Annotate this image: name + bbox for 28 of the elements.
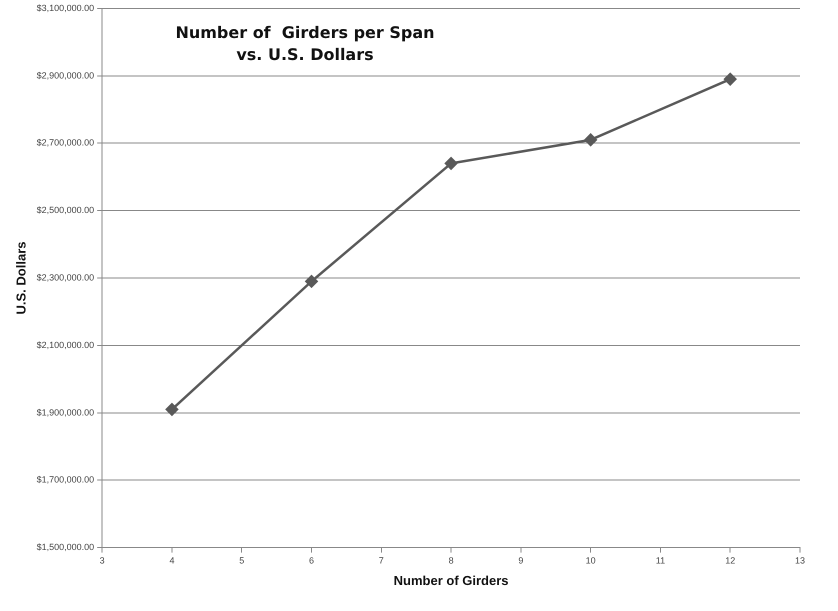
x-tick-label: 4	[169, 555, 174, 566]
x-tick-label: 10	[586, 555, 596, 566]
text: Number of Girders per Span vs. U.S. Dollars	[174, 22, 436, 66]
x-axis-title: Number of Girders	[394, 572, 509, 588]
y-tick-label: $2,100,000.00	[36, 340, 94, 350]
y-tick-label: $2,900,000.00	[36, 70, 94, 80]
point	[444, 157, 458, 170]
y-tick-label: $1,700,000.00	[36, 474, 94, 485]
x-tick-label: 13	[794, 555, 806, 566]
point	[166, 403, 178, 416]
y-tick-label: $2,300,000.00	[36, 272, 94, 282]
x-tick-label: 6	[309, 555, 314, 566]
point	[305, 275, 318, 288]
point	[724, 72, 736, 86]
y-tick-label: $2,700,000.00	[36, 138, 94, 148]
x-tick-label: 11	[656, 555, 666, 566]
y-tick-label: $2,500,000.00	[36, 205, 94, 216]
x-tick-label: 7	[378, 555, 384, 566]
y-tick-label: $1,900,000.00	[36, 407, 94, 418]
y-tick-label: $1,500,000.00	[36, 542, 94, 552]
y-axis-title: U.S. Dollars	[13, 242, 28, 314]
x-tick-label: 12	[725, 555, 736, 566]
y-tick-label: $3,100,000.00	[36, 2, 94, 13]
x-tick-label: 8	[448, 555, 454, 566]
x-tick-label: 5	[239, 555, 244, 566]
x-tick-label: 9	[518, 555, 524, 566]
point	[584, 134, 597, 146]
x-tick-label: 3	[100, 555, 105, 566]
